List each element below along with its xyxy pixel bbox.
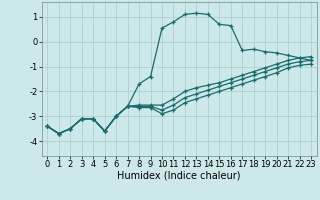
X-axis label: Humidex (Indice chaleur): Humidex (Indice chaleur) [117, 171, 241, 181]
